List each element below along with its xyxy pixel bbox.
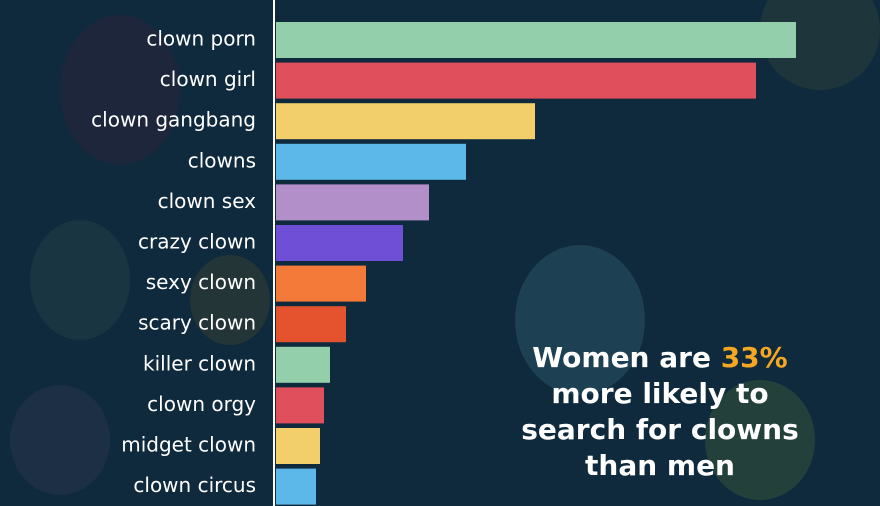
- bar: [276, 22, 796, 58]
- category-label: clown girl: [160, 67, 256, 91]
- bar: [276, 387, 324, 424]
- category-label: killer clown: [143, 351, 256, 375]
- bar: [276, 306, 346, 343]
- bar: [276, 143, 466, 180]
- bar: [276, 428, 320, 464]
- category-label: sexy clown: [146, 270, 256, 294]
- bar: [276, 103, 535, 140]
- bar: [276, 184, 429, 221]
- category-label: clowns: [188, 148, 256, 172]
- annotation: Women are 33% more likely to search for …: [500, 340, 820, 484]
- annotation-highlight: 33%: [720, 341, 788, 374]
- annotation-text: Women are: [532, 341, 711, 374]
- category-label: clown porn: [146, 27, 256, 51]
- category-label: crazy clown: [138, 230, 256, 254]
- category-label: clown circus: [133, 473, 256, 497]
- bar: [276, 62, 756, 99]
- category-label: clown sex: [158, 189, 257, 213]
- bar: [276, 225, 403, 261]
- annotation-text: more likely to search for clowns than me…: [521, 377, 799, 482]
- bar: [276, 346, 330, 383]
- bar: [276, 468, 316, 505]
- bar: [276, 265, 366, 302]
- category-label: midget clown: [121, 433, 256, 457]
- category-label: scary clown: [138, 311, 256, 335]
- category-label: clown orgy: [147, 392, 256, 416]
- category-label: clown gangbang: [91, 108, 256, 132]
